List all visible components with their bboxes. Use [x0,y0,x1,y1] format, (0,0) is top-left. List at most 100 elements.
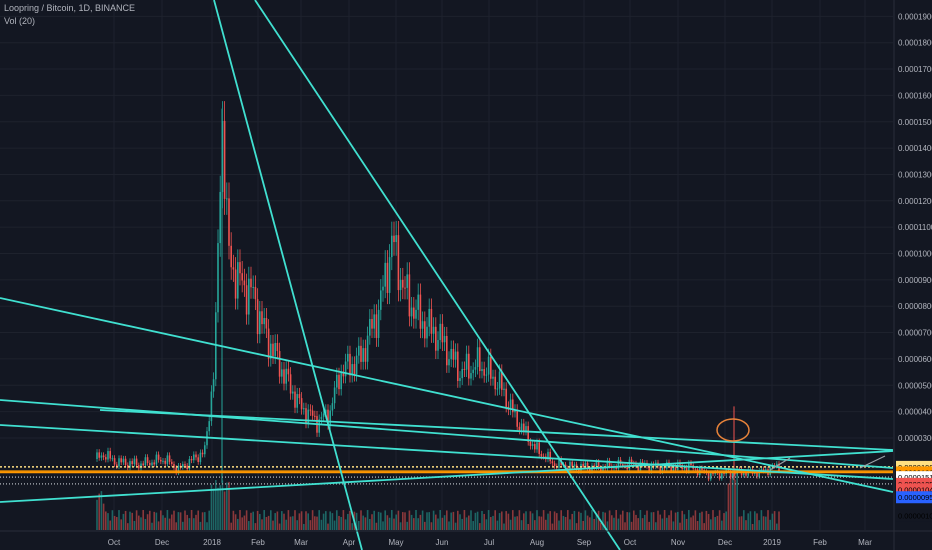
candle-body [672,466,675,471]
volume-bar [322,513,325,530]
volume-bar [402,512,404,530]
volume-bar [619,514,622,530]
volume-bar [296,520,298,530]
symbol-title[interactable]: Loopring / Bitcoin, 1D, BINANCE [4,3,136,13]
candle-body [542,456,545,458]
candle-body [635,463,637,466]
volume-bar [734,479,736,530]
volume-bar [727,483,730,530]
volume-bar [428,512,430,530]
price-tick-label: 0.00015000 [898,118,932,127]
candle-body [459,378,461,381]
arrow-annotation [859,455,886,469]
volume-bar [208,510,210,530]
candle-body [424,321,426,339]
candle-body [650,464,653,472]
candle-body [98,452,100,458]
candle-body [355,355,358,375]
volume-bar [604,512,606,530]
volume-bar [556,513,558,530]
volume-bar [309,520,312,530]
volume-bar [386,515,389,530]
volume-bar [650,512,653,530]
candle-body [718,472,721,479]
volume-bar [736,470,738,530]
candle-body [336,374,338,388]
candle-body [391,235,393,258]
candle-body [116,464,118,467]
candle-body [177,465,180,473]
volume-bar [450,512,452,530]
volume-bar [593,518,595,530]
candle-body [133,458,136,465]
candle-body [278,351,281,377]
volume-bar [492,515,494,530]
candle-body [388,257,391,293]
volume-bar [512,510,514,530]
volume-bar [135,510,138,530]
candle-body [485,374,488,376]
candle-body [465,353,468,370]
volume-bar [285,519,287,530]
candle-body [124,458,127,466]
volume-bar [641,518,644,530]
candle-body [496,388,499,390]
candle-body [149,462,151,466]
time-tick-label: Feb [813,538,827,547]
volume-bar [138,515,140,530]
candle-body [353,364,356,375]
candle-body [446,335,448,366]
candle-body [129,461,131,468]
volume-bar [747,513,749,530]
trendline-drawings[interactable] [0,0,894,550]
candle-body [109,451,111,459]
volume-bar [311,510,314,530]
candle-body [364,348,367,362]
candle-body [270,343,272,359]
price-tick-label: 0.00003000 [898,434,932,443]
volume-bar [164,517,166,530]
volume-bar [446,510,448,530]
candle-body [307,409,309,424]
candle-body [325,409,327,414]
candle-body [287,368,290,375]
volume-bar [127,523,129,530]
candle-body [366,335,369,362]
candle-body [241,273,243,281]
candle-body [670,465,672,471]
candle-body [461,368,463,379]
candle-body [256,299,259,335]
candle-body [525,426,527,432]
time-axis[interactable]: Oct Dec 2018 Feb Mar Apr May Jun Jul Aug Sep Oct Nov… [0,530,932,547]
volume-bar [767,510,769,530]
volume-bar [457,510,459,530]
trendline [0,450,894,503]
candle-body [454,351,457,360]
volume-bar [586,515,589,530]
volume-indicator-label[interactable]: Vol (20) [4,16,36,26]
candle-body [470,373,472,379]
candle-body [369,319,371,336]
volume-bar [142,510,144,530]
volume-bar [140,517,142,530]
volume-bar [661,518,664,530]
candle-body [503,388,505,390]
candle-body [294,391,296,408]
candle-body [701,467,703,471]
price-axis[interactable]: 0.00019000 0.00018000 0.00017000 0.00016000… [893,0,932,550]
volume-bar [124,510,127,530]
volume-bar [404,512,406,530]
candle-body [490,356,492,379]
volume-bar [157,521,160,530]
candle-body [351,364,353,376]
candle-body [342,371,345,377]
candle-body [586,462,589,469]
volume-bar [558,520,560,530]
candle-body [219,191,221,244]
candle-body [151,462,153,466]
volume-bar [210,484,213,530]
volume-bar [263,510,265,530]
volume-bar [461,518,463,530]
candle-body [140,463,142,469]
